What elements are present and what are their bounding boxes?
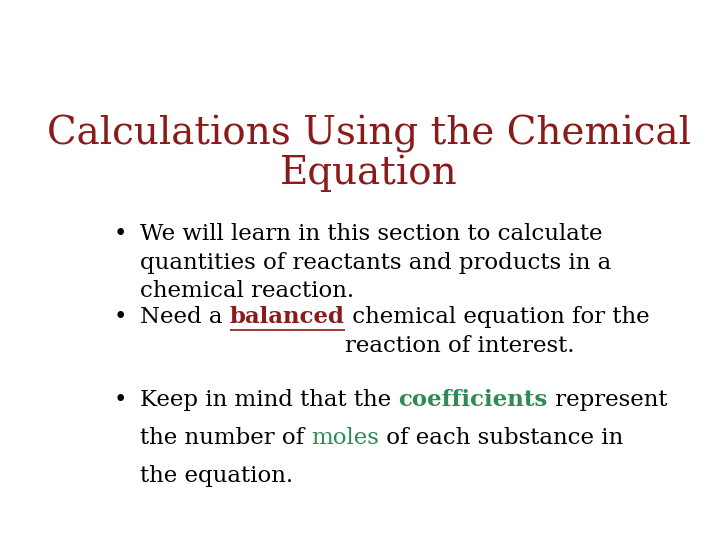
Text: balanced: balanced bbox=[230, 306, 345, 328]
Text: the equation.: the equation. bbox=[140, 465, 293, 487]
Text: chemical equation for the
reaction of interest.: chemical equation for the reaction of in… bbox=[345, 306, 649, 357]
Text: represent: represent bbox=[548, 389, 667, 411]
Text: Need a: Need a bbox=[140, 306, 230, 328]
Text: •: • bbox=[114, 306, 127, 328]
Text: •: • bbox=[114, 223, 127, 245]
Text: the number of: the number of bbox=[140, 427, 312, 449]
Text: Calculations Using the Chemical: Calculations Using the Chemical bbox=[47, 114, 691, 153]
Text: coefficients: coefficients bbox=[399, 389, 548, 411]
Text: moles: moles bbox=[312, 427, 379, 449]
Text: •: • bbox=[114, 389, 127, 411]
Text: Equation: Equation bbox=[280, 154, 458, 192]
Text: Keep in mind that the: Keep in mind that the bbox=[140, 389, 399, 411]
Text: We will learn in this section to calculate
quantities of reactants and products : We will learn in this section to calcula… bbox=[140, 223, 611, 302]
Text: of each substance in: of each substance in bbox=[379, 427, 624, 449]
